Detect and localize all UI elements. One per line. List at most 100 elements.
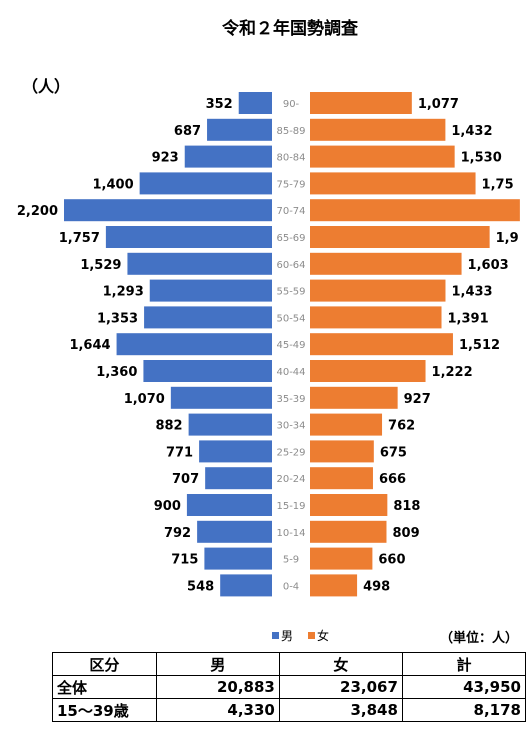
- data-label-male: 707: [172, 472, 199, 487]
- data-label-male: 882: [155, 419, 182, 434]
- age-group-label: 70-74: [276, 206, 305, 217]
- bar-male: [64, 199, 272, 222]
- y-unit-label: （人）: [22, 77, 70, 96]
- age-group-label: 10-14: [276, 528, 305, 539]
- data-label-female: 1,9: [496, 231, 519, 246]
- data-label-male: 792: [164, 526, 191, 541]
- age-group-label: 25-29: [276, 447, 305, 458]
- age-group-label: 0-4: [283, 581, 299, 592]
- data-label-female: 1,512: [459, 338, 500, 353]
- table-header-row: 区分 男 女 計: [52, 652, 526, 676]
- bar-female: [310, 440, 374, 463]
- bar-male: [188, 413, 272, 436]
- bar-male: [197, 520, 272, 543]
- header-category: 区分: [52, 652, 157, 676]
- data-label-male: 771: [166, 445, 193, 460]
- cell-male: 4,330: [155, 698, 280, 722]
- age-group-label: 45-49: [276, 340, 305, 351]
- data-label-female: 927: [404, 392, 431, 407]
- age-group-label: 80-84: [276, 153, 305, 164]
- bar-female: [310, 386, 398, 409]
- data-label-female: 1,391: [448, 311, 489, 326]
- data-label-female: 1,432: [451, 124, 492, 139]
- bar-male: [144, 306, 272, 329]
- table-row: 全体 20,883 23,067 43,950: [52, 675, 526, 699]
- age-group-label: 60-64: [276, 260, 305, 271]
- bar-male: [139, 172, 272, 195]
- data-label-male: 1,400: [93, 177, 134, 192]
- header-total: 計: [401, 652, 526, 676]
- bar-male: [143, 360, 272, 382]
- data-label-male: 1,293: [103, 285, 144, 300]
- bar-male: [105, 226, 272, 248]
- bar-male: [149, 279, 272, 302]
- age-group-label: 55-59: [276, 287, 305, 298]
- age-group-label: 15-19: [276, 501, 305, 512]
- bar-male: [127, 252, 272, 275]
- data-label-female: 1,077: [418, 97, 459, 112]
- row-label: 全体: [52, 675, 157, 699]
- legend-label-male: 男: [281, 629, 293, 643]
- bar-female: [310, 413, 383, 436]
- bar-female: [310, 118, 446, 141]
- bar-female: [310, 226, 490, 248]
- bar-male: [205, 467, 272, 490]
- bar-male: [186, 494, 272, 516]
- row-label: 15～39歳: [52, 698, 157, 722]
- table-unit-label: （単位：人）: [440, 631, 519, 646]
- population-pyramid-chart: 令和２年国勢調査 （人） 90- 352 1,077 85-89 687 1,432 80-…: [17, 18, 520, 643]
- data-label-female: 675: [380, 445, 407, 460]
- bar-male: [170, 386, 272, 409]
- age-group-label: 20-24: [276, 474, 305, 485]
- data-label-female: 498: [363, 579, 390, 594]
- cell-female: 3,848: [278, 698, 403, 722]
- data-label-male: 1,529: [80, 258, 121, 273]
- bar-female: [310, 333, 453, 356]
- age-group-label: 85-89: [276, 126, 305, 137]
- data-label-male: 900: [154, 499, 181, 514]
- age-group-label: 40-44: [276, 367, 305, 378]
- age-group-label: 30-34: [276, 421, 305, 432]
- cell-male: 20,883: [155, 675, 280, 699]
- bar-male: [116, 333, 272, 356]
- bar-female: [310, 199, 520, 222]
- bar-female: [310, 467, 373, 490]
- data-label-male: 548: [187, 579, 214, 594]
- bar-male: [207, 118, 272, 141]
- bar-female: [310, 520, 387, 543]
- chart-title: 令和２年国勢調査: [222, 18, 359, 39]
- age-group-label: 75-79: [276, 179, 305, 190]
- bar-female: [310, 252, 462, 275]
- data-label-male: 923: [152, 151, 179, 166]
- bar-female: [310, 494, 388, 516]
- data-label-female: 818: [393, 499, 420, 514]
- data-label-male: 1,757: [59, 231, 100, 246]
- legend-label-female: 女: [317, 628, 329, 643]
- age-group-label: 5-9: [283, 555, 299, 566]
- data-label-female: 1,603: [468, 258, 509, 273]
- cell-total: 43,950: [401, 675, 526, 699]
- population-summary-table: 区分 男 女 計 全体 20,883 23,067 43,950 15～39歳 …: [52, 652, 526, 722]
- bar-female: [310, 574, 358, 597]
- data-label-female: 1,75: [482, 177, 514, 192]
- data-label-male: 1,360: [96, 365, 137, 380]
- bar-female: [310, 172, 476, 195]
- data-label-female: 666: [379, 472, 406, 487]
- legend-swatch-male: [272, 632, 279, 639]
- data-label-female: 762: [388, 419, 415, 434]
- cell-total: 8,178: [401, 698, 526, 722]
- bar-male: [204, 547, 272, 570]
- legend-swatch-female: [308, 632, 315, 639]
- header-male: 男: [155, 652, 280, 676]
- age-group-label: 35-39: [276, 394, 305, 405]
- data-label-male: 1,070: [124, 392, 165, 407]
- data-label-female: 809: [392, 526, 419, 541]
- data-label-female: 1,433: [451, 285, 492, 300]
- data-label-female: 1,530: [461, 151, 502, 166]
- legend: 男女: [272, 628, 329, 643]
- bar-female: [310, 279, 446, 302]
- bar-female: [310, 92, 412, 114]
- age-group-label: 90-: [283, 99, 300, 110]
- data-label-female: 1,222: [432, 365, 473, 380]
- data-label-male: 687: [174, 124, 201, 139]
